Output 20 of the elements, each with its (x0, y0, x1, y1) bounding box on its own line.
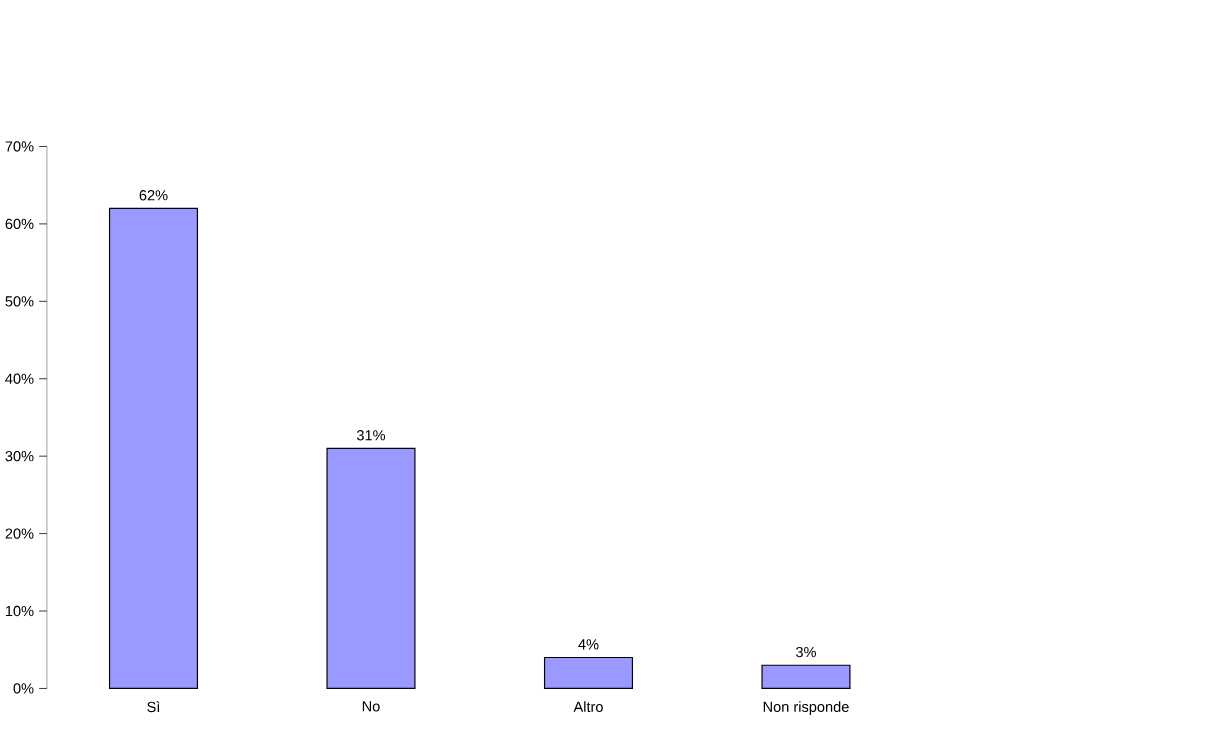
bar (108, 207, 199, 690)
y-tick-label: 40% (5, 373, 34, 384)
x-tick-label: No (362, 701, 380, 712)
data-label: 62% (139, 190, 168, 201)
x-tick-label: Altro (573, 701, 603, 713)
data-label: 4% (578, 639, 599, 650)
bar (543, 656, 634, 690)
y-tick-label: 20% (5, 528, 34, 539)
y-tick-label: 50% (5, 296, 34, 307)
x-tick-label: Sì (147, 701, 160, 713)
bar (761, 664, 851, 690)
y-tick-label: 0% (13, 683, 34, 694)
data-label: 31% (356, 430, 386, 441)
y-tick-label: 10% (5, 605, 34, 617)
data-label: 3% (795, 646, 817, 658)
x-tick-label: Non risponde (763, 701, 849, 715)
y-tick-label: 30% (5, 451, 34, 462)
y-tick-label: 60% (5, 218, 34, 230)
y-tick-label: 70% (5, 141, 34, 152)
bar (326, 447, 416, 690)
